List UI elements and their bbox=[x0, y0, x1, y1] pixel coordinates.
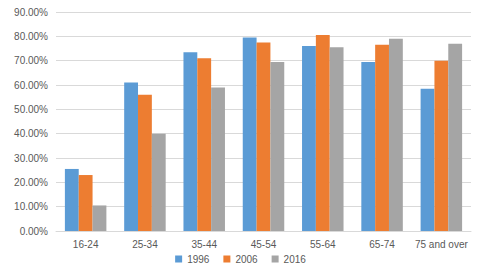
svg-text:55-64: 55-64 bbox=[310, 239, 336, 250]
svg-text:80.00%: 80.00% bbox=[14, 31, 48, 42]
svg-text:2006: 2006 bbox=[235, 254, 258, 265]
svg-text:2016: 2016 bbox=[284, 254, 307, 265]
svg-text:30.00%: 30.00% bbox=[14, 153, 48, 164]
svg-text:25-34: 25-34 bbox=[132, 239, 158, 250]
svg-text:50.00%: 50.00% bbox=[14, 104, 48, 115]
svg-text:10.00%: 10.00% bbox=[14, 201, 48, 212]
svg-text:65-74: 65-74 bbox=[369, 239, 395, 250]
svg-text:1996: 1996 bbox=[187, 254, 210, 265]
svg-text:70.00%: 70.00% bbox=[14, 55, 48, 66]
svg-text:90.00%: 90.00% bbox=[14, 7, 48, 18]
svg-text:20.00%: 20.00% bbox=[14, 177, 48, 188]
svg-text:0.00%: 0.00% bbox=[20, 226, 48, 237]
svg-text:16-24: 16-24 bbox=[73, 239, 99, 250]
svg-text:35-44: 35-44 bbox=[191, 239, 217, 250]
svg-text:60.00%: 60.00% bbox=[14, 80, 48, 91]
svg-text:45-54: 45-54 bbox=[251, 239, 277, 250]
svg-text:40.00%: 40.00% bbox=[14, 128, 48, 139]
svg-text:75 and over: 75 and over bbox=[415, 239, 468, 250]
